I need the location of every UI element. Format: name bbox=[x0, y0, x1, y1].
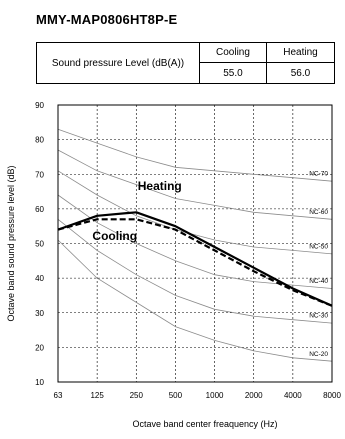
spl-col-cooling: Cooling bbox=[199, 42, 267, 63]
x-tick-label: 1000 bbox=[206, 391, 224, 400]
nc-label: NC-70 bbox=[309, 171, 328, 178]
x-tick-label: 8000 bbox=[323, 391, 341, 400]
nc-curve bbox=[57, 149, 333, 220]
nc-curve bbox=[57, 170, 333, 255]
y-tick-label: 50 bbox=[35, 240, 44, 249]
spl-value-cooling: 55.0 bbox=[199, 62, 267, 84]
y-tick-label: 80 bbox=[35, 136, 44, 145]
y-tick-label: 40 bbox=[35, 274, 44, 283]
nc-curve bbox=[57, 128, 333, 182]
nc-label: NC-40 bbox=[309, 278, 328, 285]
series-line-heating bbox=[57, 211, 333, 307]
nc-label: NC-30 bbox=[309, 313, 328, 320]
series-label-cooling: Cooling bbox=[92, 229, 137, 243]
model-title: MMY-MAP0806HT8P-E bbox=[36, 12, 178, 27]
plot-frame bbox=[57, 104, 333, 383]
spl-row-label: Sound pressure Level (dB(A)) bbox=[36, 42, 200, 84]
nc-curve bbox=[57, 239, 333, 362]
nc-chart: NC-70 NC-60 NC-50 NC-40 NC-30 NC-20 Heating Coo… bbox=[6, 101, 341, 429]
nc-label: NC-60 bbox=[309, 209, 328, 216]
y-tick-label: 10 bbox=[35, 378, 44, 387]
x-tick-label: 250 bbox=[130, 391, 144, 400]
x-tick-label: 2000 bbox=[245, 391, 263, 400]
x-tick-label: 4000 bbox=[284, 391, 302, 400]
nc-curve bbox=[57, 218, 333, 324]
y-tick-label: 30 bbox=[35, 309, 44, 318]
spl-col-heating: Heating bbox=[265, 42, 336, 63]
series-label-heating: Heating bbox=[138, 179, 182, 193]
nc-label: NC-50 bbox=[309, 243, 328, 250]
y-tick-label: 60 bbox=[35, 205, 44, 214]
nc-label: NC-20 bbox=[309, 351, 328, 358]
sound-pressure-table: Sound pressure Level (dB(A)) Cooling Hea… bbox=[36, 42, 336, 84]
y-tick-label: 20 bbox=[35, 343, 44, 352]
x-tick-label: 125 bbox=[90, 391, 104, 400]
x-axis-title: Octave band center freaquency (Hz) bbox=[132, 419, 277, 429]
x-tick-label: 63 bbox=[54, 391, 63, 400]
y-tick-label: 70 bbox=[35, 170, 44, 179]
y-tick-label: 90 bbox=[35, 101, 44, 110]
spl-value-heating: 56.0 bbox=[265, 62, 336, 84]
y-axis-title: Octave band sound pressure level (dB) bbox=[6, 165, 16, 321]
series-line-cooling bbox=[57, 218, 333, 307]
x-tick-label: 500 bbox=[169, 391, 183, 400]
